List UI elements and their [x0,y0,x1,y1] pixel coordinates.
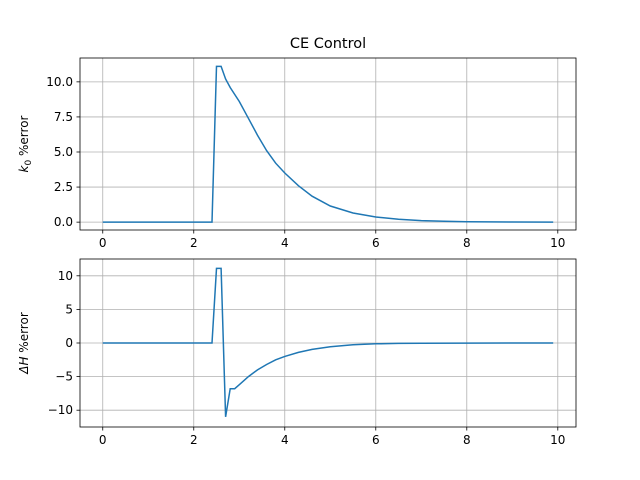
y-tick-label: 7.5 [54,110,73,124]
y-axis-label-rest: %error [17,312,31,356]
y-tick-label: 5.0 [54,145,73,159]
x-tick-label: 2 [190,433,198,447]
x-tick-label: 10 [550,433,565,447]
y-axis-label: ΔH %error [17,312,31,375]
x-tick-label: 10 [550,236,565,250]
axis-ticks: 0 2 4 6 8 10 0.0 2.5 5.0 7.5 10.0 [46,75,565,250]
y-tick-label: 0.0 [54,215,73,229]
y-tick-label: −10 [48,403,73,417]
x-tick-label: 8 [463,236,471,250]
y-tick-label: −5 [55,370,73,384]
x-tick-label: 6 [372,433,380,447]
y-axis-label-k: k [17,164,31,172]
subplot-k0-error: 0 2 4 6 8 100.02.55.07.510.0 k0 %error [17,57,577,250]
x-tick-label: 0 [99,433,107,447]
y-tick-label: 0 [65,336,73,350]
y-axis-label-subscript: 0 [24,160,34,166]
plot-frame [79,57,577,231]
x-tick-label: 4 [281,236,289,250]
x-tick-label: 6 [372,236,380,250]
y-tick-label: 2.5 [54,180,73,194]
x-tick-label: 2 [190,236,198,250]
series-line [102,267,554,418]
y-tick-label: 5 [65,302,73,316]
subplot-dh-error: 0 2 4 6 8 10 −10 −5 0 5 10 ΔH %error [17,258,577,447]
y-axis-label-rest: %error [17,115,31,159]
x-tick-label: 8 [463,433,471,447]
y-axis-label: k0 %error [17,115,34,172]
chart-title: CE Control [290,36,366,52]
y-tick-label: 10.0 [46,75,73,89]
y-tick-label: 10 [58,269,73,283]
series-line [102,65,554,223]
y-axis-label-delta-h: ΔH [17,357,31,375]
x-tick-label: 4 [281,433,289,447]
x-tick-label: 0 [99,236,107,250]
axis-ticks: 0 2 4 6 8 10 −10 −5 0 5 10 [48,269,566,447]
